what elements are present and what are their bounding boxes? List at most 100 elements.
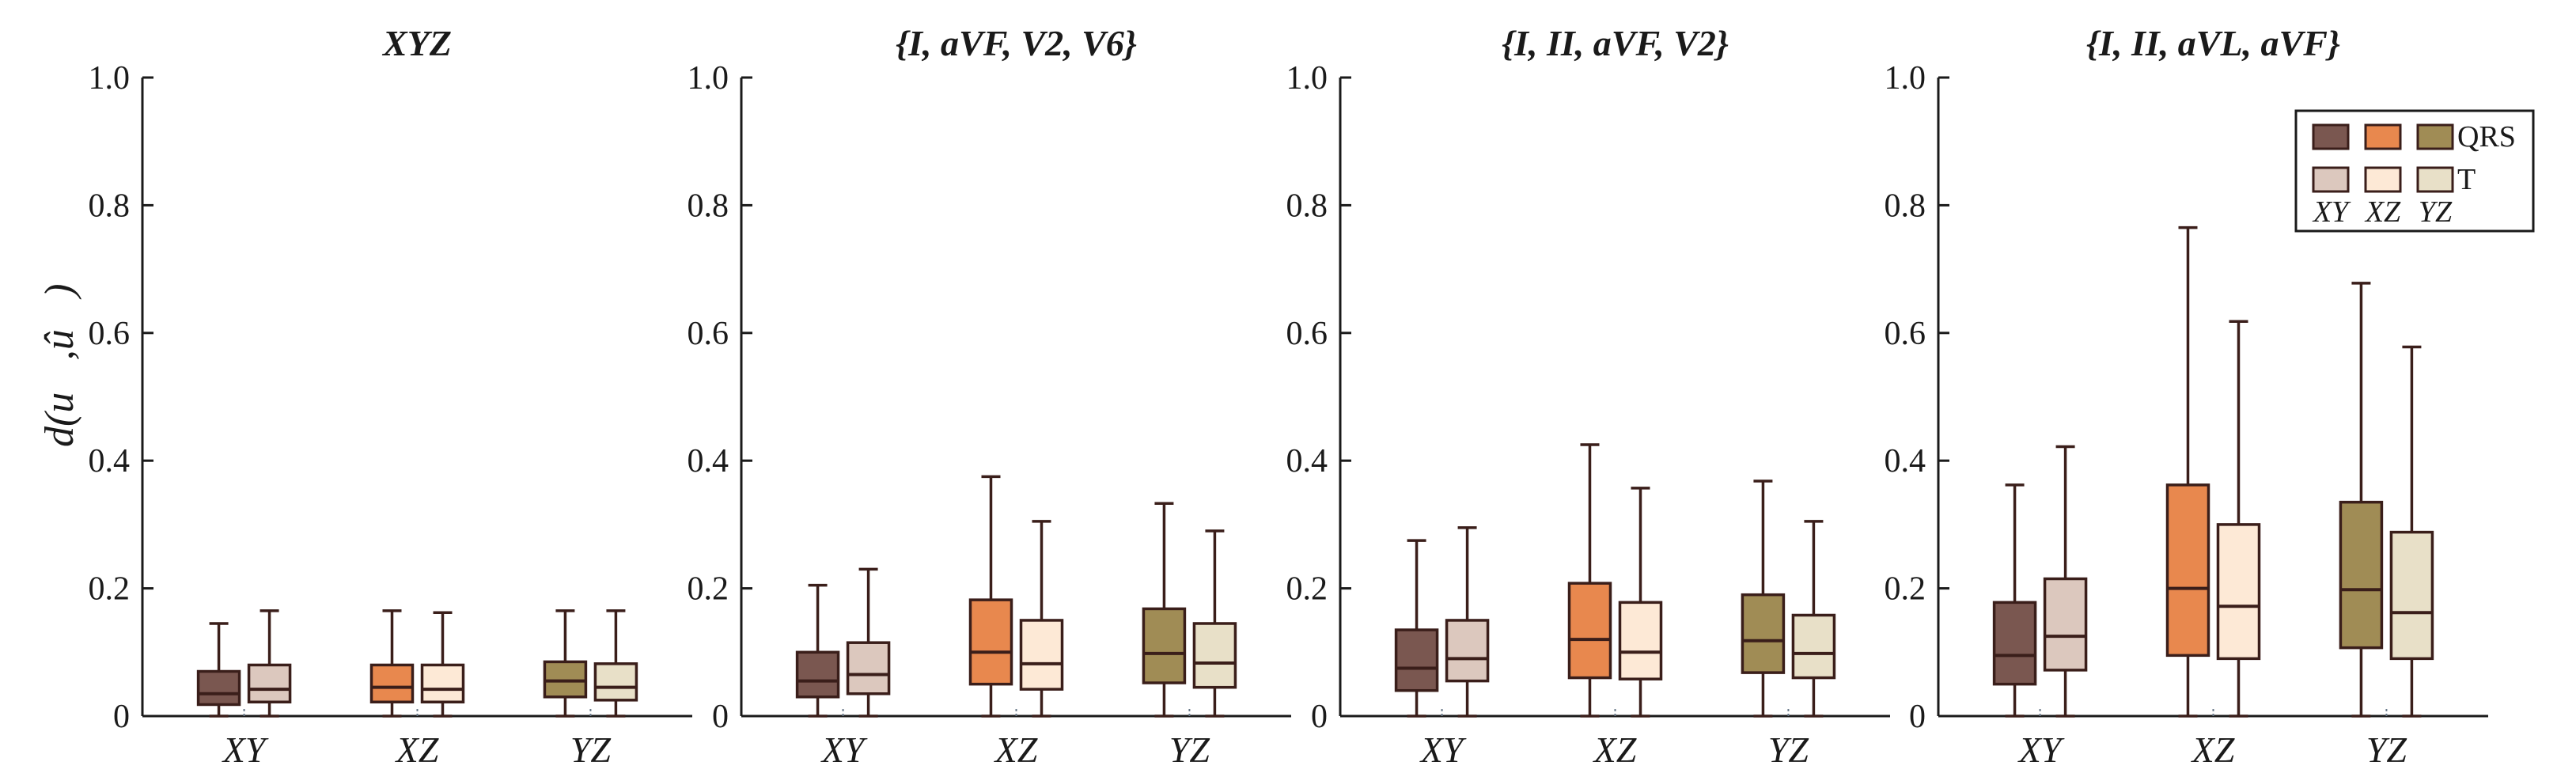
box-t-yz (1791, 520, 1836, 718)
box-qrs-xz (369, 609, 415, 718)
iqr-box (1142, 607, 1187, 684)
y-tick-label: 0 (1909, 699, 1926, 735)
box-qrs-xy (1394, 539, 1439, 718)
iqr-box (2339, 500, 2384, 650)
iqr-box (1791, 613, 1836, 680)
y-tick-label: 0.4 (1885, 443, 1926, 479)
y-tick-label: 0.8 (1286, 188, 1328, 224)
x-tick-label: YZ (570, 730, 612, 770)
y-tick-label: 1.0 (688, 60, 729, 97)
legend-swatch-qrs-yz (2416, 123, 2454, 150)
y-tick-label: 0 (712, 699, 729, 735)
y-tick-label: 0.6 (1286, 316, 1328, 352)
x-tick-label: XY (1419, 730, 1467, 770)
iqr-box (593, 662, 638, 702)
y-tick-label: 0.2 (1286, 571, 1328, 608)
iqr-box (1445, 619, 1490, 683)
box-t-xy (846, 567, 891, 718)
iqr-box (2043, 577, 2088, 672)
x-tick-label: XZ (2191, 730, 2235, 770)
box-qrs-xz (2165, 226, 2210, 718)
iqr-box (1992, 601, 2037, 686)
x-tick-label: XZ (1593, 730, 1637, 770)
y-axis-label: 𝓛d(u⃗,û⃗) (37, 284, 82, 479)
iqr-box (846, 641, 891, 696)
iqr-box (369, 663, 415, 703)
iqr-box (1192, 622, 1237, 689)
box-t-xz (1618, 487, 1663, 718)
box-qrs-yz (543, 609, 588, 718)
box-qrs-xz (1567, 443, 1612, 718)
box-t-xy (247, 609, 292, 718)
iqr-box (1618, 601, 1663, 680)
iqr-box (1019, 619, 1064, 691)
legend: QRS T XY XZ YZ (2294, 109, 2535, 233)
box-qrs-xy (196, 622, 241, 718)
y-tick-label: 0.6 (89, 316, 131, 352)
legend-swatch-qrs-xy (2312, 123, 2350, 150)
panel-2: {I, aVF, V2, V6} 0 0.2 0.4 0.6 0.8 1.0 XY XZ YZ (688, 23, 1291, 770)
iqr-box (420, 663, 465, 703)
legend-swatch-t-yz (2416, 166, 2454, 193)
y-tick-label: 0.6 (688, 316, 729, 352)
y-tick-label: 0.4 (688, 443, 729, 479)
iqr-box (196, 669, 241, 707)
box-t-xz (420, 611, 465, 718)
legend-label-qrs: QRS (2457, 120, 2516, 154)
panel-title: {I, II, aVL, aVF} (2086, 23, 2340, 63)
y-tick-label: 0.8 (688, 188, 729, 224)
y-tick-label: 0.2 (688, 571, 729, 608)
box-qrs-xy (795, 583, 840, 718)
x-tick-label: YZ (2366, 730, 2407, 770)
legend-col-label: YZ (2419, 195, 2453, 229)
iqr-box (1567, 582, 1612, 680)
iqr-box (2216, 523, 2261, 661)
iqr-box (1741, 593, 1786, 674)
panel-1: XYZ 0 0.2 0.4 0.6 0.8 1.0 XY XZ YZ (89, 23, 692, 770)
legend-swatch-t-xy (2312, 166, 2350, 193)
legend-label-t: T (2457, 163, 2476, 196)
panel-title: {I, aVF, V2, V6} (896, 23, 1137, 63)
box-t-yz (593, 609, 638, 718)
x-tick-label: YZ (1169, 730, 1210, 770)
y-tick-label: 0.8 (89, 188, 131, 224)
x-tick-label: XY (2017, 730, 2065, 770)
panel-title: {I, II, aVF, V2} (1502, 23, 1729, 63)
y-tick-label: 0.4 (89, 443, 131, 479)
y-tick-label: 0.4 (1286, 443, 1328, 479)
panel-3: {I, II, aVF, V2} 0 0.2 0.4 0.6 0.8 1.0 XY XZ YZ (1286, 23, 1890, 770)
iqr-box (543, 660, 588, 699)
box-t-xz (2216, 320, 2261, 718)
y-tick-label: 0.8 (1885, 188, 1926, 224)
box-t-xy (1445, 526, 1490, 718)
box-t-xy (2043, 445, 2088, 718)
y-tick-label: 0.6 (1885, 316, 1926, 352)
x-tick-label: XY (820, 730, 868, 770)
iqr-box (2389, 530, 2434, 661)
iqr-box (1394, 628, 1439, 692)
x-tick-label: YZ (1768, 730, 1809, 770)
y-tick-label: 1.0 (89, 60, 131, 97)
x-tick-label: XZ (395, 730, 439, 770)
box-qrs-xy (1992, 483, 2037, 718)
y-tick-label: 1.0 (1885, 60, 1926, 97)
legend-col-label: XY (2312, 195, 2351, 229)
iqr-box (2165, 483, 2210, 658)
y-tick-label: 0 (113, 699, 130, 735)
box-t-yz (1192, 529, 1237, 718)
x-tick-label: XY (222, 730, 269, 770)
legend-col-label: XZ (2364, 195, 2401, 229)
iqr-box (795, 650, 840, 699)
box-qrs-yz (1142, 502, 1187, 718)
box-t-yz (2389, 345, 2434, 718)
legend-swatch-qrs-xz (2364, 123, 2402, 150)
box-qrs-yz (1741, 479, 1786, 718)
y-tick-label: 1.0 (1286, 60, 1328, 97)
panel-4: {I, II, aVL, aVF} 0 0.2 0.4 0.6 0.8 1.0 XY XZ YZ (1885, 23, 2488, 770)
box-qrs-yz (2339, 282, 2384, 718)
box-qrs-xz (968, 475, 1013, 718)
legend-swatch-t-xz (2364, 166, 2402, 193)
y-tick-label: 0.2 (89, 571, 131, 608)
